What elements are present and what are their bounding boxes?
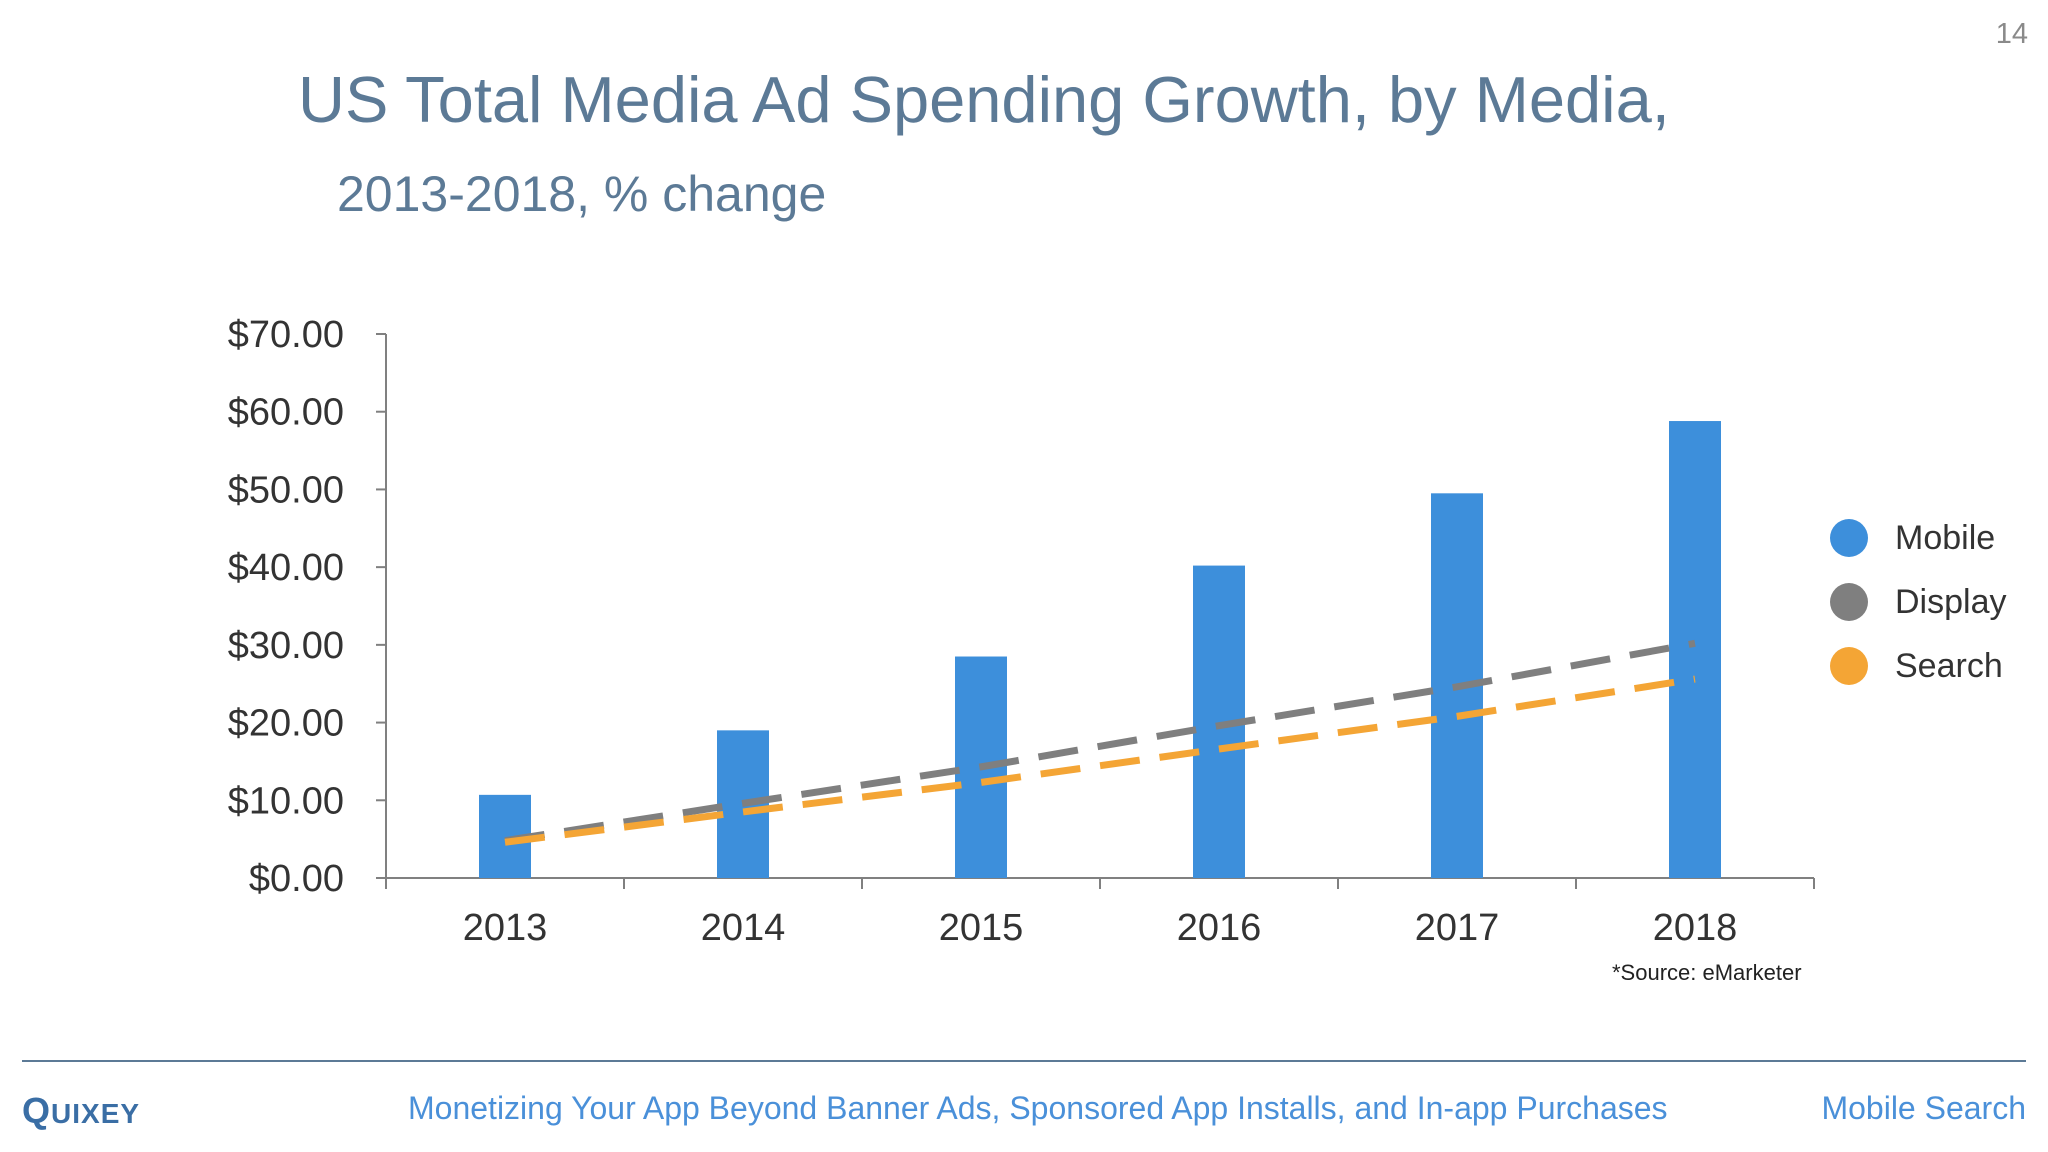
legend-marker-search bbox=[1830, 647, 1868, 685]
y-tick-label: $10.00 bbox=[228, 780, 344, 822]
chart-subtitle: 2013-2018, % change bbox=[337, 166, 827, 222]
x-tick-label: 2018 bbox=[1653, 907, 1738, 949]
x-tick-label: 2014 bbox=[701, 907, 786, 949]
source-note: *Source: eMarketer bbox=[1612, 960, 1802, 985]
y-tick-label: $70.00 bbox=[228, 314, 344, 356]
page-number: 14 bbox=[1995, 18, 2028, 50]
x-tick-label: 2015 bbox=[939, 907, 1024, 949]
y-tick-label: $30.00 bbox=[228, 625, 344, 667]
legend-marker-mobile bbox=[1830, 519, 1868, 557]
logo-rest: UIXEY bbox=[51, 1098, 141, 1129]
line-display bbox=[504, 639, 1696, 845]
legend-label-display: Display bbox=[1895, 582, 2007, 621]
y-tick-label: $60.00 bbox=[228, 392, 344, 434]
line-search bbox=[504, 675, 1696, 846]
x-tick-label: 2017 bbox=[1415, 907, 1500, 949]
y-tick-label: $0.00 bbox=[249, 858, 344, 900]
footer-section-name: Mobile Search bbox=[1821, 1090, 2026, 1126]
y-tick-label: $50.00 bbox=[228, 469, 344, 511]
x-tick-label: 2016 bbox=[1177, 907, 1262, 949]
legend-label-mobile: Mobile bbox=[1895, 518, 1996, 557]
chart-title: US Total Media Ad Spending Growth, by Me… bbox=[298, 63, 1670, 136]
y-tick-label: $40.00 bbox=[228, 547, 344, 589]
logo-initial: Q bbox=[22, 1090, 52, 1131]
legend-item-search: Search bbox=[1830, 634, 2006, 698]
legend-item-display: Display bbox=[1830, 570, 2006, 634]
legend-label-search: Search bbox=[1895, 646, 2003, 685]
footer-presentation-title: Monetizing Your App Beyond Banner Ads, S… bbox=[408, 1090, 1668, 1126]
x-tick-label: 2013 bbox=[463, 907, 548, 949]
y-tick-label: $20.00 bbox=[228, 703, 344, 745]
legend: Mobile Display Search bbox=[1830, 506, 2006, 698]
legend-item-mobile: Mobile bbox=[1830, 506, 2006, 570]
quixey-logo: QUIXEY bbox=[22, 1090, 140, 1132]
bar-mobile bbox=[1669, 421, 1721, 878]
legend-marker-display bbox=[1830, 583, 1868, 621]
footer-divider bbox=[22, 1060, 2026, 1062]
